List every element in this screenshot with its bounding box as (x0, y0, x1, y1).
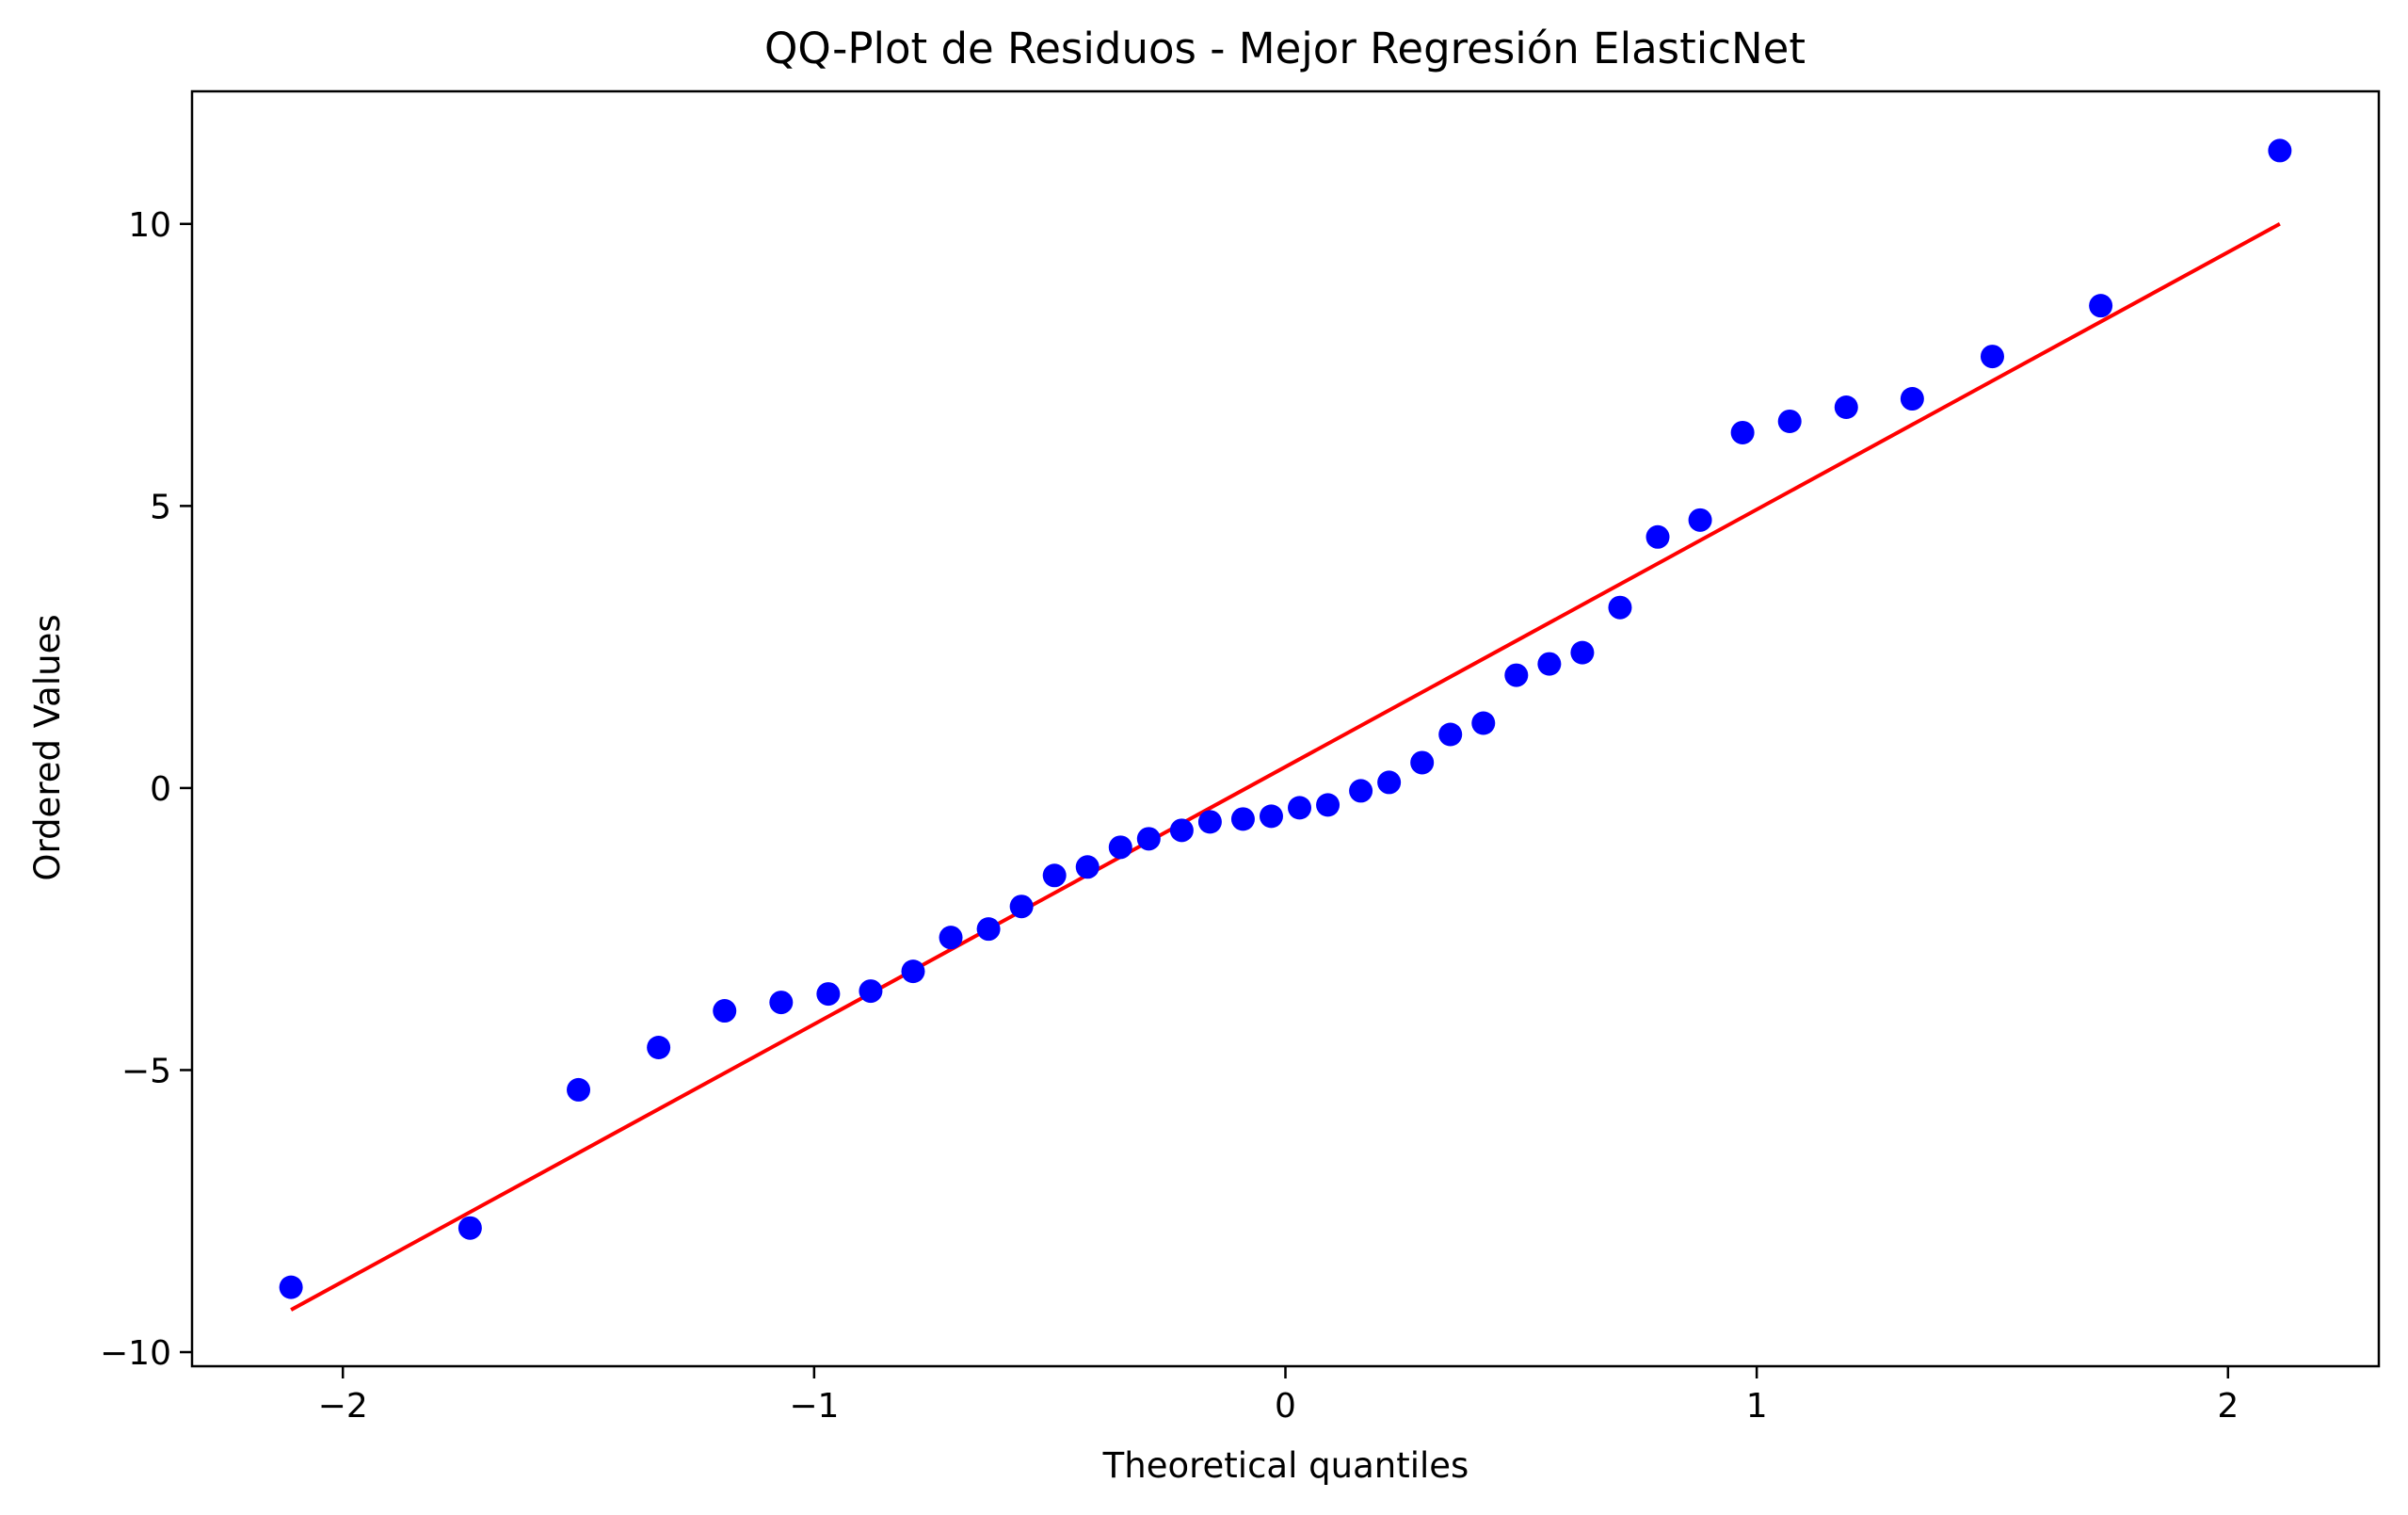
data-point (939, 926, 963, 950)
y-axis-label: Ordered Values (27, 614, 68, 880)
x-tick-label: −2 (318, 1387, 368, 1426)
data-point (2268, 138, 2292, 163)
data-point (2089, 294, 2113, 318)
x-tick-label: 2 (2217, 1387, 2239, 1426)
data-point (1075, 855, 1100, 879)
y-axis-ticks: −10 −5 0 5 10 (100, 206, 192, 1373)
data-point (1377, 770, 1402, 795)
chart-title: QQ-Plot de Residuos - Mejor Regresión El… (764, 24, 1806, 73)
data-point (1900, 387, 1924, 411)
x-axis-label: Theoretical quantiles (1102, 1445, 1469, 1486)
data-point (1042, 863, 1067, 888)
data-point (1316, 793, 1340, 817)
data-point (976, 917, 1001, 942)
data-point (1471, 711, 1496, 735)
data-point (713, 999, 737, 1023)
x-axis-ticks: −2 −1 0 1 2 (318, 1366, 2239, 1426)
fit-line (290, 222, 2281, 1312)
data-point (458, 1216, 482, 1240)
x-tick-label: −1 (789, 1387, 839, 1426)
x-tick-label: 1 (1746, 1387, 1768, 1426)
data-point (1777, 409, 1802, 433)
data-point (1410, 750, 1435, 775)
data-point (1645, 524, 1670, 549)
data-point (1504, 663, 1529, 687)
data-point (1834, 395, 1858, 420)
data-point (816, 982, 841, 1007)
data-point (901, 959, 925, 984)
data-point (1136, 827, 1161, 851)
data-point (1108, 835, 1132, 860)
data-point (859, 979, 883, 1004)
data-point (567, 1077, 591, 1102)
data-point (1349, 779, 1373, 803)
y-tick-label: 10 (128, 206, 171, 245)
data-point (1288, 796, 1312, 820)
data-point (279, 1275, 303, 1299)
data-point (1730, 420, 1755, 444)
data-point (1980, 345, 2004, 369)
x-tick-label: 0 (1275, 1387, 1296, 1426)
data-point (1688, 508, 1712, 532)
y-tick-label: −5 (121, 1052, 171, 1090)
data-point (1438, 722, 1463, 747)
data-point (1259, 804, 1283, 829)
data-point (1230, 807, 1255, 831)
data-point (647, 1036, 671, 1059)
y-tick-label: −10 (100, 1334, 171, 1373)
data-point (1197, 810, 1222, 834)
data-point (769, 991, 794, 1015)
y-tick-label: 5 (150, 488, 171, 526)
plot-marks (279, 138, 2292, 1312)
data-point (1608, 595, 1632, 620)
data-point (1009, 894, 1034, 919)
data-point (1169, 818, 1194, 843)
data-point (1537, 652, 1562, 676)
y-tick-label: 0 (150, 770, 171, 809)
data-point (1570, 640, 1595, 665)
